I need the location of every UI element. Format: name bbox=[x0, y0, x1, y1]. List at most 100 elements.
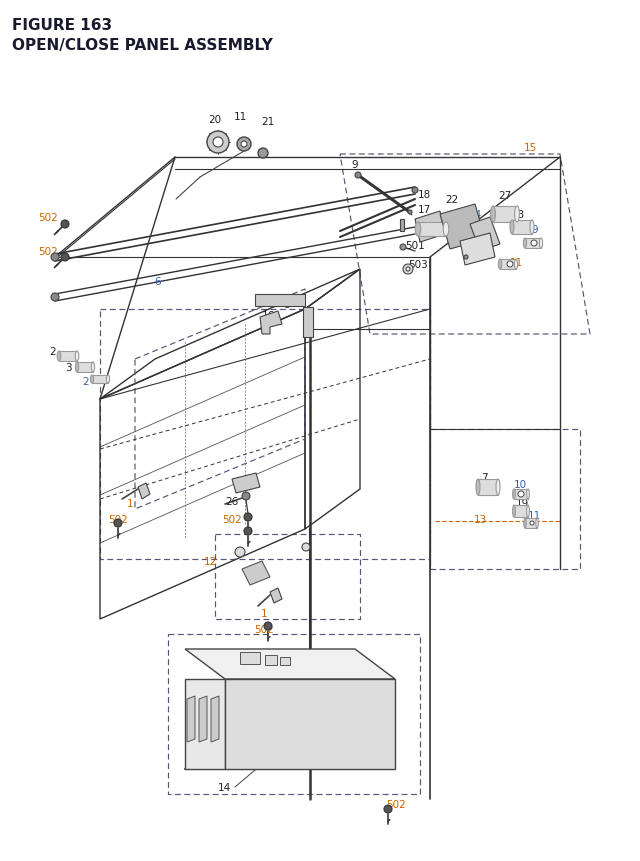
Ellipse shape bbox=[540, 238, 543, 249]
Text: 503: 503 bbox=[408, 260, 428, 269]
Ellipse shape bbox=[476, 480, 480, 495]
Polygon shape bbox=[187, 697, 195, 742]
Circle shape bbox=[61, 254, 69, 262]
Text: 2: 2 bbox=[83, 376, 90, 387]
Bar bbox=[240, 653, 260, 664]
Ellipse shape bbox=[415, 223, 421, 237]
Text: 1: 1 bbox=[127, 499, 133, 508]
Text: 8: 8 bbox=[284, 300, 291, 310]
Ellipse shape bbox=[536, 518, 538, 529]
Ellipse shape bbox=[76, 351, 79, 362]
Text: 26: 26 bbox=[225, 497, 239, 506]
Ellipse shape bbox=[530, 220, 534, 235]
Circle shape bbox=[408, 211, 412, 214]
Text: 3: 3 bbox=[65, 362, 71, 373]
Text: 9: 9 bbox=[352, 160, 358, 170]
Text: 4: 4 bbox=[235, 479, 241, 488]
Polygon shape bbox=[440, 205, 485, 250]
Circle shape bbox=[264, 623, 272, 630]
Polygon shape bbox=[415, 212, 445, 243]
Bar bbox=[265, 655, 277, 666]
Text: 11: 11 bbox=[527, 511, 541, 520]
Text: 502: 502 bbox=[38, 213, 58, 223]
Polygon shape bbox=[470, 218, 500, 251]
Bar bbox=[514, 489, 528, 499]
Text: 502: 502 bbox=[386, 799, 406, 809]
Circle shape bbox=[403, 264, 413, 275]
Bar bbox=[418, 223, 446, 237]
Polygon shape bbox=[460, 233, 495, 266]
Text: 10: 10 bbox=[513, 480, 527, 489]
Polygon shape bbox=[232, 474, 260, 493]
Bar bbox=[525, 238, 541, 249]
Text: 20: 20 bbox=[209, 115, 221, 125]
Ellipse shape bbox=[90, 375, 93, 383]
Polygon shape bbox=[185, 679, 225, 769]
Bar bbox=[303, 307, 313, 338]
Circle shape bbox=[51, 254, 59, 262]
Ellipse shape bbox=[515, 207, 520, 223]
Polygon shape bbox=[242, 561, 270, 585]
Circle shape bbox=[464, 256, 468, 260]
Circle shape bbox=[51, 294, 59, 301]
Polygon shape bbox=[225, 679, 395, 769]
Bar bbox=[59, 351, 77, 362]
Text: 1: 1 bbox=[260, 608, 268, 618]
Ellipse shape bbox=[57, 351, 61, 362]
Circle shape bbox=[213, 138, 223, 148]
Polygon shape bbox=[138, 483, 150, 499]
Text: 6: 6 bbox=[155, 276, 161, 287]
Bar bbox=[400, 220, 404, 232]
Circle shape bbox=[384, 805, 392, 813]
Circle shape bbox=[530, 522, 534, 525]
Text: 2: 2 bbox=[50, 347, 56, 356]
Text: 12: 12 bbox=[204, 556, 216, 567]
Polygon shape bbox=[199, 697, 207, 742]
Polygon shape bbox=[185, 649, 395, 679]
Text: 9: 9 bbox=[532, 225, 538, 235]
Text: 21: 21 bbox=[261, 117, 275, 127]
Circle shape bbox=[518, 492, 524, 498]
Circle shape bbox=[114, 519, 122, 528]
Ellipse shape bbox=[527, 489, 529, 499]
Circle shape bbox=[242, 492, 250, 500]
Ellipse shape bbox=[513, 505, 515, 517]
Ellipse shape bbox=[92, 362, 95, 373]
Ellipse shape bbox=[515, 260, 518, 269]
Bar bbox=[478, 480, 498, 495]
Ellipse shape bbox=[496, 480, 500, 495]
Circle shape bbox=[207, 132, 229, 154]
Circle shape bbox=[61, 220, 69, 229]
Ellipse shape bbox=[510, 220, 514, 235]
Bar bbox=[493, 207, 517, 223]
Bar bbox=[77, 362, 93, 373]
Text: 14: 14 bbox=[218, 782, 230, 792]
Text: OPEN/CLOSE PANEL ASSEMBLY: OPEN/CLOSE PANEL ASSEMBLY bbox=[12, 38, 273, 53]
Circle shape bbox=[237, 138, 251, 152]
Text: 17: 17 bbox=[417, 205, 431, 214]
Text: 22: 22 bbox=[445, 195, 459, 205]
Text: 501: 501 bbox=[467, 250, 487, 260]
Text: 11: 11 bbox=[234, 112, 246, 122]
Text: 502: 502 bbox=[222, 514, 242, 524]
Circle shape bbox=[355, 173, 361, 179]
Circle shape bbox=[241, 142, 247, 148]
Ellipse shape bbox=[524, 518, 526, 529]
Bar bbox=[500, 260, 516, 269]
Text: 16: 16 bbox=[261, 311, 275, 320]
Circle shape bbox=[302, 543, 310, 551]
Text: 25: 25 bbox=[456, 232, 468, 243]
Text: 11: 11 bbox=[509, 257, 523, 268]
Bar bbox=[255, 294, 305, 307]
Bar bbox=[512, 220, 532, 235]
Text: 7: 7 bbox=[481, 473, 487, 482]
Polygon shape bbox=[270, 588, 282, 604]
Circle shape bbox=[244, 513, 252, 522]
Bar bbox=[280, 657, 290, 666]
Ellipse shape bbox=[76, 362, 79, 373]
Circle shape bbox=[412, 188, 418, 194]
Circle shape bbox=[531, 241, 537, 247]
Polygon shape bbox=[260, 312, 282, 335]
Text: 15: 15 bbox=[524, 143, 536, 152]
Ellipse shape bbox=[524, 238, 527, 249]
